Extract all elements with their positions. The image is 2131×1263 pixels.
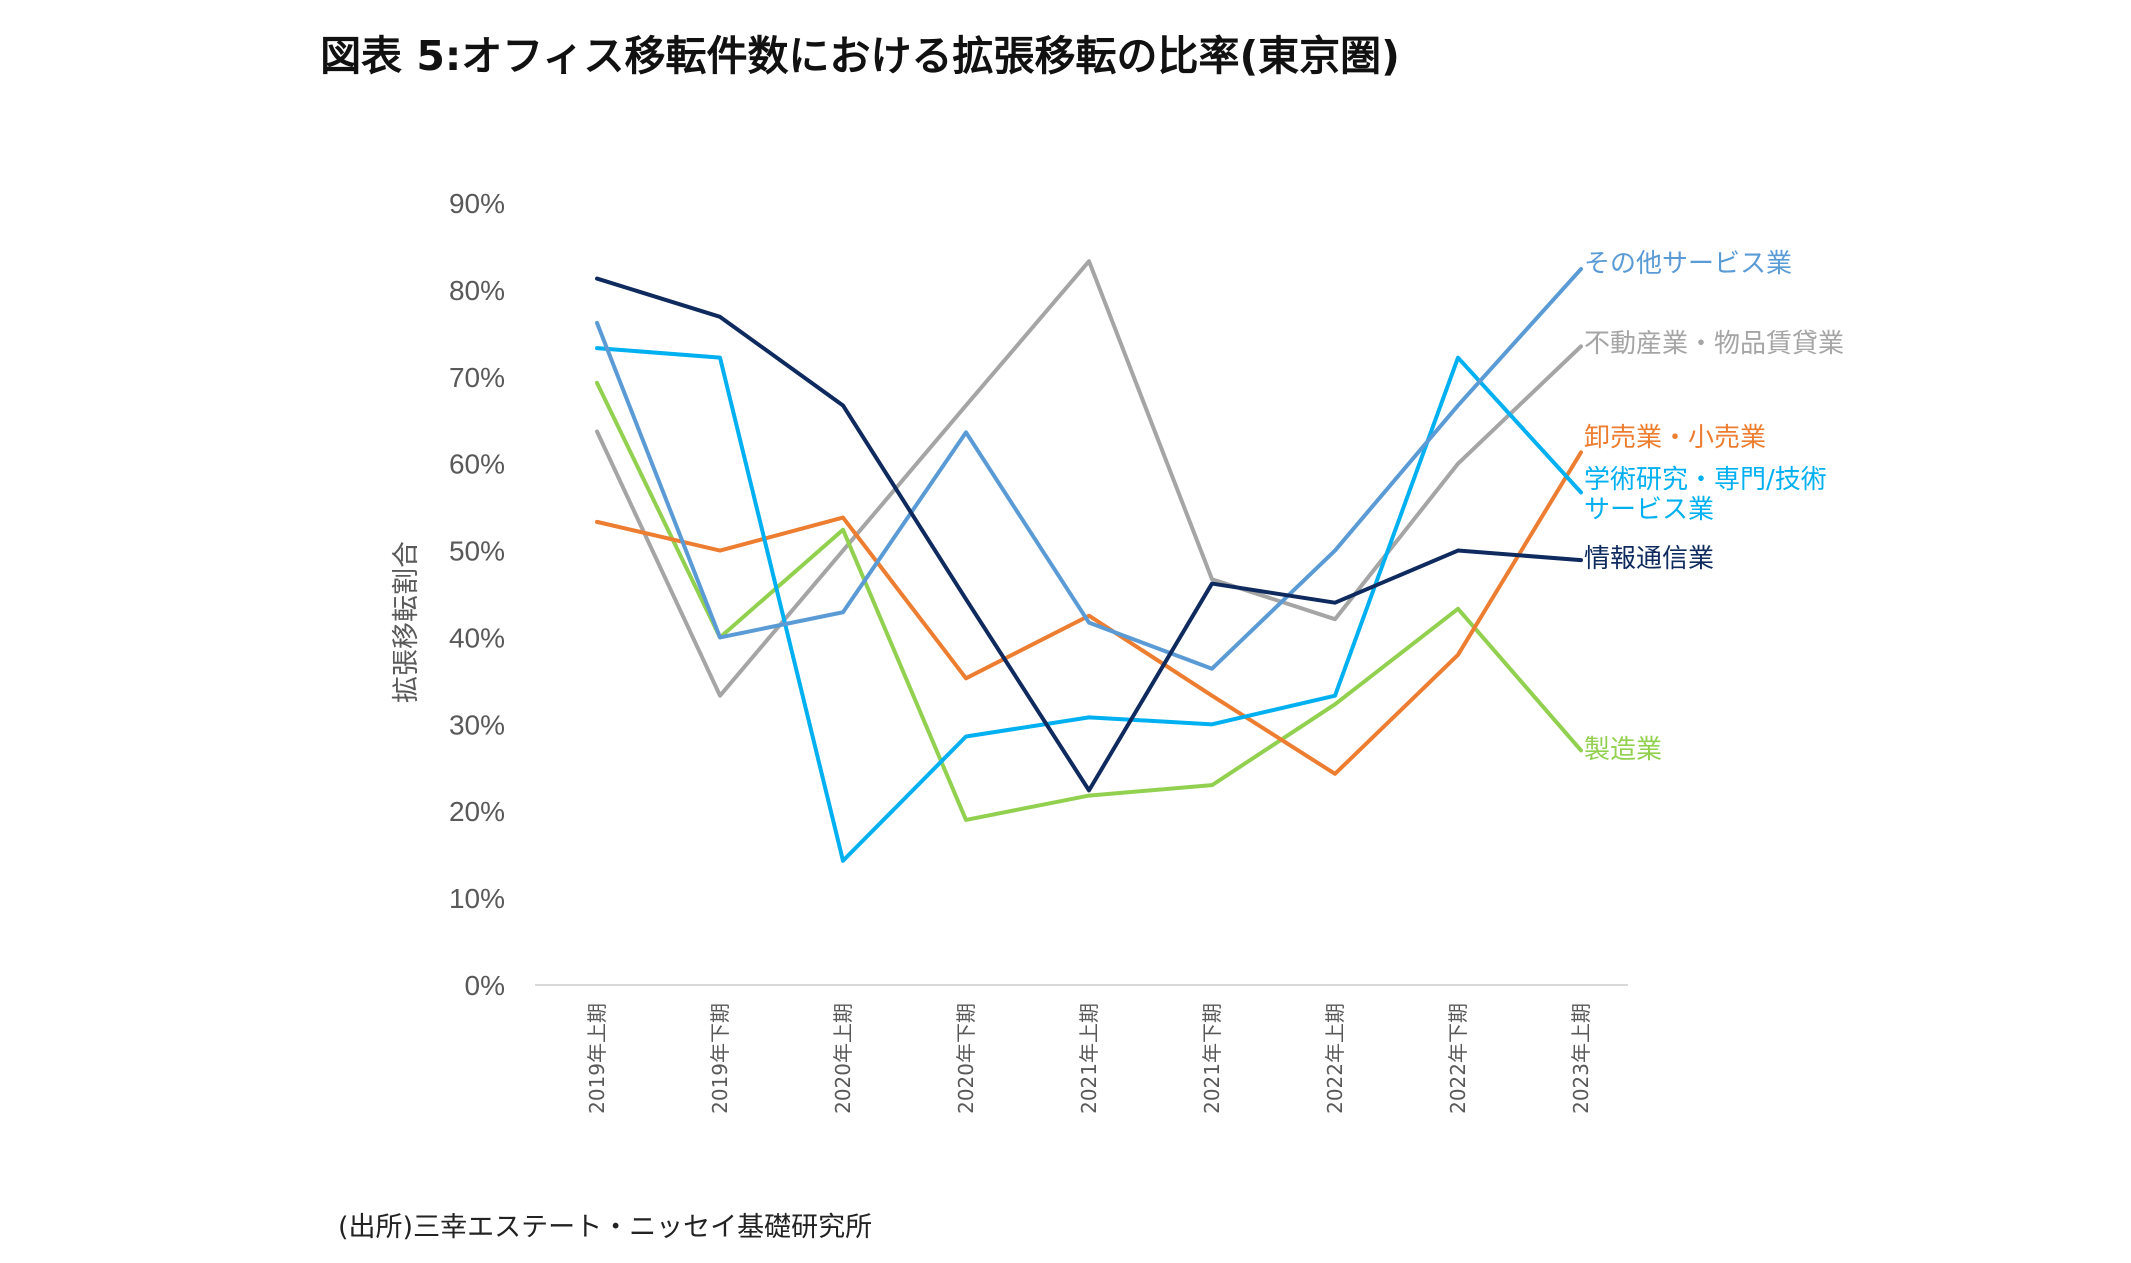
x-tick-label: 2019年下期 [708, 1003, 732, 1114]
series-label: 不動産業・物品賃貸業 [1584, 329, 1844, 359]
x-tick-label: 2023年上期 [1569, 1003, 1593, 1114]
x-tick-label: 2021年下期 [1200, 1003, 1224, 1114]
y-tick-label: 50% [449, 536, 505, 567]
x-axis-ticks: 2019年上期 2019年下期 2020年上期 2020年下期 2021年上期 2021年… [585, 1003, 1593, 1114]
series-line [595, 276, 1583, 793]
y-tick-label: 90% [449, 188, 505, 219]
x-tick-label: 2020年上期 [831, 1003, 855, 1114]
series-label: 製造業 [1584, 735, 1662, 765]
series-line [595, 267, 1583, 671]
series-label: 卸売業・小売業 [1584, 423, 1766, 453]
y-tick-label: 40% [449, 622, 505, 653]
series-label: 情報通信業 [1584, 544, 1714, 574]
y-tick-label: 0% [465, 970, 505, 1001]
series-line [595, 346, 1583, 863]
y-axis-label: 拡張移転割合 [391, 541, 422, 703]
y-tick-label: 20% [449, 796, 505, 827]
source-note: (出所)三幸エステート・ニッセイ基礎研究所 [338, 1212, 873, 1243]
x-tick-label: 2020年下期 [954, 1003, 978, 1114]
series-label: その他サービス業 [1584, 249, 1792, 279]
chart-title: 図表 5:オフィス移転件数における拡張移転の比率(東京圏) [320, 32, 1400, 80]
y-tick-label: 60% [449, 449, 505, 480]
x-tick-label: 2022年上期 [1323, 1003, 1347, 1114]
series-line [595, 380, 1583, 822]
y-tick-label: 80% [449, 275, 505, 306]
series-lines [595, 259, 1583, 863]
series-line [595, 259, 1583, 698]
x-tick-label: 2019年上期 [585, 1003, 609, 1114]
series-line [595, 450, 1583, 776]
x-tick-label: 2022年下期 [1446, 1003, 1470, 1114]
series-label: 学術研究・専門/技術 [1584, 465, 1827, 495]
series-label: サービス業 [1584, 495, 1714, 525]
x-tick-label: 2021年上期 [1077, 1003, 1101, 1114]
y-tick-label: 30% [449, 709, 505, 740]
y-axis-ticks: 0% 10% 20% 30% 40% 50% 60% 70% 80% 90% [449, 188, 505, 1001]
y-tick-label: 10% [449, 883, 505, 914]
y-tick-label: 70% [449, 362, 505, 393]
